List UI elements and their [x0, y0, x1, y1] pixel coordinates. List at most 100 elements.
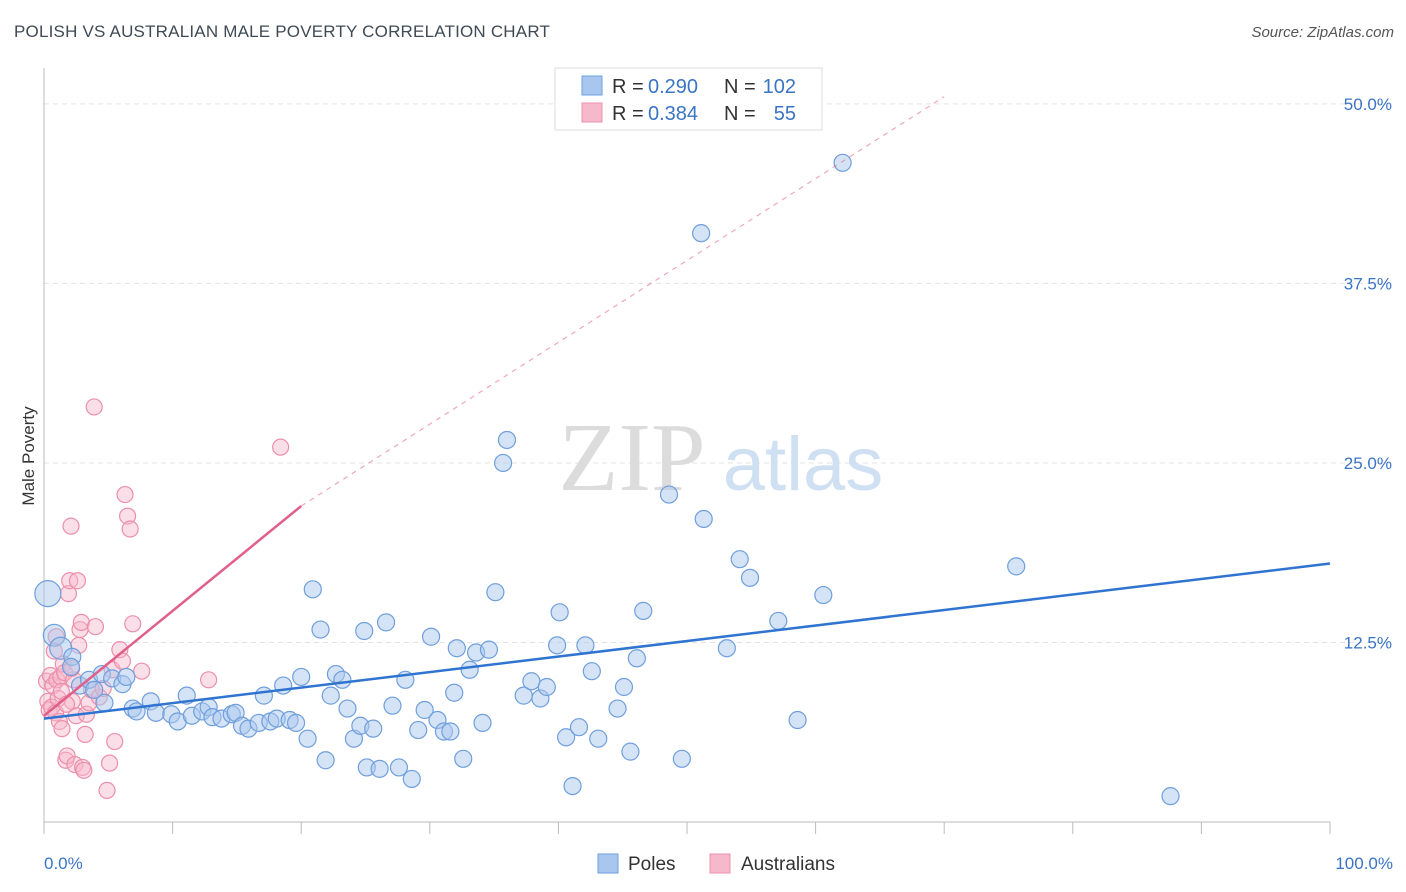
axes	[43, 68, 1331, 834]
poles-point	[447, 639, 466, 658]
watermark-zip: ZIP	[559, 404, 706, 512]
watermark: ZIP atlas	[559, 404, 884, 512]
poles-point	[311, 620, 330, 639]
australians-point	[76, 725, 94, 743]
poles-point	[286, 713, 306, 733]
poles-point	[441, 722, 460, 741]
poles-point	[548, 636, 567, 655]
legend-aus-n-label: N =	[724, 103, 756, 125]
poles-point	[389, 758, 409, 777]
australians-points	[37, 398, 290, 800]
x-tick-labels: 0.0% 100.0%	[44, 854, 1393, 873]
poles-point	[563, 776, 582, 796]
poles-point	[537, 677, 556, 697]
poles-point	[355, 621, 374, 641]
poles-point	[333, 670, 352, 689]
australians-point	[133, 662, 151, 680]
bottom-legend: Poles Australians	[597, 853, 835, 875]
australians-point	[52, 682, 70, 700]
poles-point	[254, 686, 274, 705]
australians-point	[98, 781, 116, 800]
legend-poles-r-value: 0.290	[648, 76, 698, 98]
poles-point	[364, 719, 383, 738]
legend-aus-r-label: R =	[612, 103, 644, 125]
poles-point	[1161, 787, 1180, 806]
poles-point	[557, 728, 576, 747]
poles-point	[321, 686, 340, 705]
legend-poles-swatch	[581, 75, 603, 96]
australians-point	[73, 758, 92, 777]
australians-point	[200, 671, 218, 689]
poles-point	[338, 699, 357, 718]
y-tick-label: 50.0%	[1344, 95, 1392, 114]
poles-point	[692, 224, 711, 243]
poles-point	[415, 700, 434, 720]
poles-trend-line	[43, 562, 1331, 720]
australians-point	[106, 732, 124, 751]
poles-point	[479, 640, 499, 659]
poles-point	[117, 667, 136, 687]
poles-point	[402, 769, 421, 789]
australians-point	[86, 618, 105, 636]
bottom-legend-poles-swatch	[597, 853, 619, 874]
legend: R = 0.290 N = 102 R = 0.384 N = 55	[554, 67, 823, 131]
trend-lines	[43, 96, 1331, 720]
legend-poles-n-value: 102	[763, 76, 796, 98]
poles-point	[292, 667, 311, 687]
poles-point	[85, 680, 104, 699]
legend-poles-r-label: R =	[612, 76, 644, 98]
poles-point	[61, 657, 81, 676]
australians-point	[68, 572, 87, 590]
poles-point	[634, 601, 653, 620]
poles-point	[34, 580, 62, 608]
australians-trend-line	[43, 505, 302, 717]
x-tick-label-min: 0.0%	[44, 854, 83, 873]
poles-point	[445, 683, 464, 702]
poles-point	[576, 636, 595, 655]
poles-point	[621, 742, 640, 761]
poles-point	[769, 611, 788, 631]
poles-point	[627, 649, 646, 668]
poles-point	[833, 153, 852, 172]
poles-point	[582, 662, 601, 681]
poles-point	[486, 583, 505, 602]
poles-point	[730, 550, 749, 569]
poles-point	[473, 713, 492, 733]
y-tick-labels: 12.5% 25.0% 37.5% 50.0%	[1344, 95, 1392, 653]
legend-aus-r-value: 0.384	[648, 103, 698, 125]
australians-point	[62, 517, 80, 535]
poles-point	[614, 677, 634, 697]
australians-point	[75, 761, 93, 779]
australians-point	[72, 613, 90, 631]
poles-points	[34, 153, 1180, 806]
poles-point	[298, 729, 317, 748]
grid-lines	[44, 103, 1392, 643]
poles-point	[497, 430, 517, 450]
australians-point	[53, 720, 71, 738]
poles-point	[522, 672, 541, 691]
chart-title: POLISH VS AUSTRALIAN MALE POVERTY CORREL…	[14, 22, 551, 41]
bottom-legend-aus-swatch	[709, 853, 731, 874]
australians-trend-extension	[300, 96, 945, 507]
legend-aus-n-value: 55	[774, 103, 796, 125]
y-tick-label: 37.5%	[1344, 274, 1392, 293]
poles-point	[409, 720, 428, 740]
poles-point	[788, 710, 807, 730]
poles-point	[814, 585, 833, 605]
poles-point	[370, 759, 389, 778]
poles-point	[550, 603, 569, 622]
australians-point	[116, 485, 134, 504]
poles-point	[303, 580, 322, 599]
legend-poles-n-label: N =	[724, 76, 756, 98]
poles-point	[608, 699, 627, 718]
bottom-legend-poles-label: Poles	[628, 854, 676, 875]
poles-point	[460, 660, 479, 679]
poles-point	[421, 627, 441, 646]
poles-point	[494, 453, 513, 473]
poles-point	[383, 696, 402, 715]
y-tick-label: 25.0%	[1344, 454, 1392, 473]
y-axis-title: Male Poverty	[19, 406, 38, 506]
poles-point	[659, 485, 679, 504]
poles-point	[589, 729, 608, 748]
